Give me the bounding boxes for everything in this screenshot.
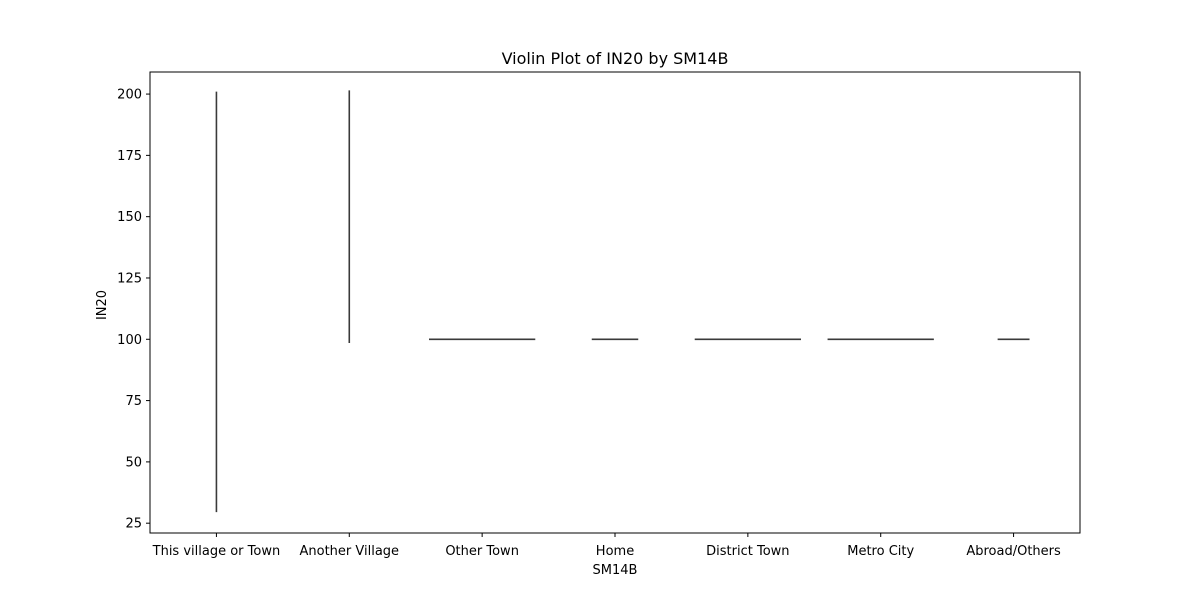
y-tick-label: 125: [117, 271, 142, 286]
x-tick-label: Home: [596, 544, 634, 559]
violin-series: [216, 90, 1029, 512]
x-tick-label: District Town: [706, 544, 789, 559]
x-tick-label: Metro City: [847, 544, 914, 559]
x-tick-label: Other Town: [445, 544, 519, 559]
y-tick-label: 50: [125, 455, 142, 470]
x-tick-label: This village or Town: [152, 544, 281, 559]
x-tick-label: Abroad/Others: [966, 544, 1061, 559]
plot-area-frame: [150, 72, 1080, 533]
y-tick-label: 25: [125, 517, 142, 532]
y-tick-label: 200: [117, 88, 142, 103]
chart-title: Violin Plot of IN20 by SM14B: [502, 49, 729, 68]
y-axis: 25 50 75 100 125 150 175 200: [117, 88, 150, 532]
x-axis-label: SM14B: [593, 563, 638, 578]
y-tick-label: 75: [125, 394, 142, 409]
x-tick-label: Another Village: [300, 544, 400, 559]
y-tick-label: 100: [117, 333, 142, 348]
x-axis: This village or Town Another Village Other…: [152, 533, 1061, 559]
y-tick-label: 150: [117, 210, 142, 225]
y-tick-label: 175: [117, 149, 142, 164]
y-axis-label: IN20: [95, 290, 110, 320]
